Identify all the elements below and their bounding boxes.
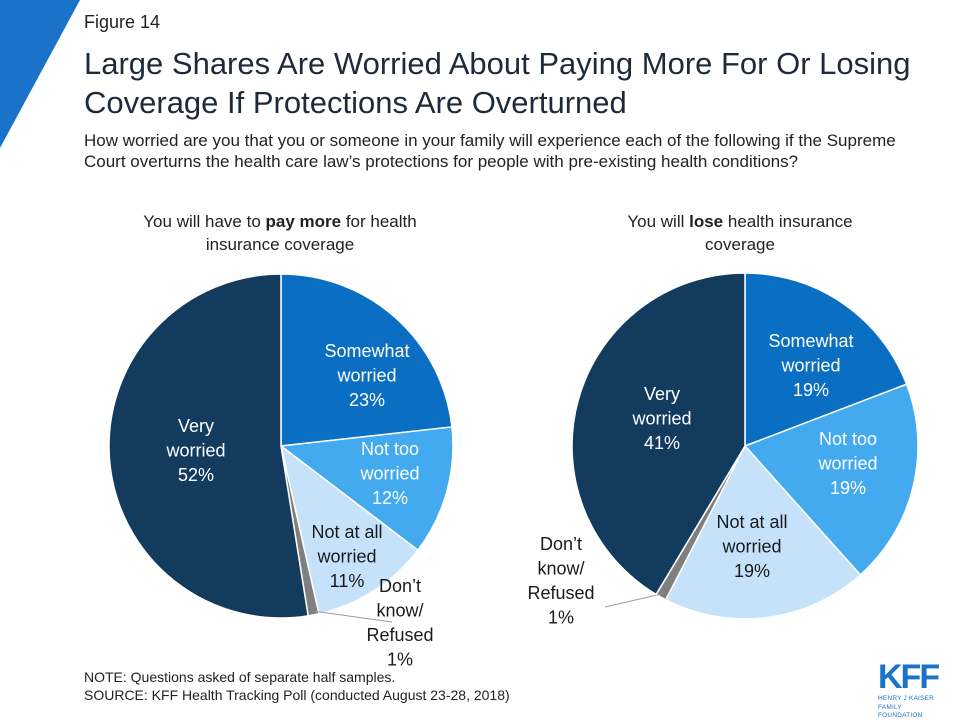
footnote: NOTE: Questions asked of separate half s… bbox=[84, 668, 510, 704]
source-text: SOURCE: KFF Health Tracking Poll (conduc… bbox=[84, 687, 510, 703]
figure-label: Figure 14 bbox=[84, 12, 161, 32]
pie2-leader-line bbox=[604, 593, 663, 608]
pie1-leader-line bbox=[312, 610, 393, 623]
pie2-slice-2-label: Not too worried 19% bbox=[817, 429, 877, 498]
pie1-slice-4-label: Don’t know/Refused 1% bbox=[366, 576, 433, 670]
pie1-slice-1-label: Somewhat worried 23% bbox=[324, 341, 409, 410]
right-subtitle-pre: You will bbox=[627, 212, 690, 231]
note-text: NOTE: Questions asked of separate half s… bbox=[84, 669, 396, 685]
pie1-slice-2 bbox=[279, 426, 454, 552]
chart-title: Large Shares Are Worried About Paying Mo… bbox=[84, 46, 911, 120]
left-chart-subtitle: You will have to pay more for health ins… bbox=[120, 210, 440, 256]
pie2-slice-3 bbox=[664, 444, 862, 620]
left-subtitle-pre: You will have to bbox=[143, 212, 266, 231]
pie2-slice-4-label: Don’t know/Refused 1% bbox=[527, 534, 594, 628]
pie1-slice-5-label: Very worried 52% bbox=[165, 416, 225, 485]
pie2-slice-1 bbox=[744, 272, 908, 448]
pie1-slice-5 bbox=[108, 273, 310, 619]
left-subtitle-bold: pay more bbox=[265, 212, 342, 231]
left-subtitle-post: for health insurance coverage bbox=[205, 212, 417, 254]
pie2-slice-3-label: Not at all worried 19% bbox=[716, 512, 787, 581]
pie2-slice-5 bbox=[571, 272, 746, 596]
corner-accent-triangle bbox=[0, 0, 80, 148]
logo-mark: KFF bbox=[878, 658, 940, 696]
right-subtitle-post: health insurance coverage bbox=[705, 212, 853, 254]
pie2-slice-1-label: Somewhat worried 19% bbox=[768, 331, 853, 400]
pie1-slice-3-label: Not at all worried 11% bbox=[311, 522, 382, 591]
logo-line-2: FAMILY FOUNDATION bbox=[878, 704, 923, 719]
kff-logo: KFF HENRY J KAISER FAMILY FOUNDATION bbox=[878, 660, 944, 720]
right-subtitle-bold: lose bbox=[689, 212, 724, 231]
right-chart-subtitle: You will lose health insurance coverage bbox=[600, 210, 880, 256]
pie1-slice-2-label: Not too worried 12% bbox=[359, 439, 419, 508]
pie1-slice-1 bbox=[280, 273, 453, 447]
pie2-slice-2 bbox=[743, 383, 919, 576]
pie2-slice-5-label: Very worried 41% bbox=[631, 384, 691, 453]
survey-question: How worried are you that you or someone … bbox=[84, 131, 896, 171]
logo-line-1: HENRY J KAISER bbox=[878, 695, 935, 702]
